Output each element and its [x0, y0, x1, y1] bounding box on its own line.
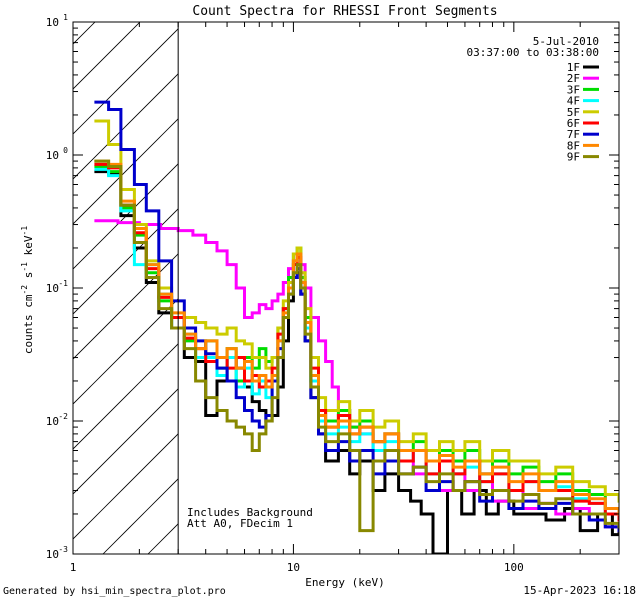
hatch-line	[73, 298, 179, 405]
legend-label-2F: 2F	[567, 72, 580, 85]
y-tick-label: 10	[46, 16, 59, 29]
hatch-line	[463, 0, 640, 554]
legend-label-8F: 8F	[567, 139, 580, 152]
y-tick-exponent: -3	[58, 545, 68, 554]
footer-timestamp: 15-Apr-2023 16:18	[523, 584, 636, 597]
hatched-region	[0, 0, 640, 554]
hatch-line	[73, 22, 141, 90]
chart-title: Count Spectra for RHESSI Front Segments	[192, 4, 497, 19]
annotation-background: Includes Background	[187, 506, 313, 519]
y-axis-label: counts cm-2 s-1 keV-1	[20, 226, 35, 354]
hatch-line	[73, 208, 179, 315]
series-line-9F	[94, 159, 619, 533]
legend-label-7F: 7F	[567, 128, 580, 141]
y-tick-label: 10	[46, 149, 59, 162]
x-axis: 1 10 100	[70, 22, 620, 574]
hatch-line	[73, 22, 96, 45]
svg-text:counts cm-2 s-1 keV-1: counts cm-2 s-1 keV-1	[20, 226, 35, 354]
footer-generated-by: Generated by hsi_min_spectra_plot.pro	[3, 586, 226, 597]
legend-date: 5-Jul-2010	[533, 35, 599, 48]
legend-time-range: 03:37:00 to 03:38:00	[467, 46, 599, 59]
legend-label-4F: 4F	[567, 95, 580, 108]
hatch-line	[73, 388, 179, 495]
x-tick-label: 100	[504, 561, 524, 574]
y-tick-exponent: 0	[63, 146, 68, 155]
hatch-line	[283, 0, 640, 554]
y-tick-label: 10	[46, 282, 59, 295]
y-tick-label: 10	[46, 415, 59, 428]
y-tick-exponent: -1	[58, 279, 68, 288]
hatch-line	[73, 28, 179, 135]
x-tick-label: 1	[70, 561, 77, 574]
legend-label-5F: 5F	[567, 106, 580, 119]
hatch-line	[418, 0, 640, 554]
hatch-line	[73, 433, 179, 540]
hatch-line	[73, 73, 179, 180]
legend-label-6F: 6F	[567, 117, 580, 130]
hatch-line	[0, 0, 78, 554]
y-tick-exponent: -2	[58, 412, 68, 421]
hatch-line	[102, 478, 179, 554]
annotation-attenuator: Att A0, FDecim 1	[187, 517, 293, 530]
legend-label-3F: 3F	[567, 83, 580, 96]
y-tick-exponent: 1	[63, 13, 68, 22]
x-tick-label: 10	[287, 561, 300, 574]
series-line-5F	[94, 119, 619, 503]
legend-label-9F: 9F	[567, 151, 580, 164]
legend-label-1F: 1F	[567, 61, 580, 74]
x-axis-label: Energy (keV)	[305, 576, 384, 589]
hatch-line	[328, 0, 640, 554]
series-group	[94, 100, 619, 554]
y-tick-label: 10	[46, 548, 59, 561]
